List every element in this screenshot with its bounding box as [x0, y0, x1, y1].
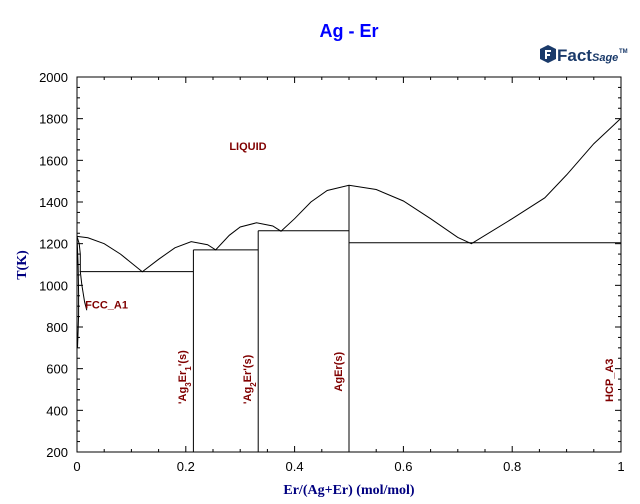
y-tick-label: 600 [46, 362, 68, 377]
x-tick-label: 0.6 [394, 459, 412, 474]
logo-mark-icon [540, 45, 556, 63]
phase-label-5: AgEr(s) [333, 352, 345, 392]
logo-brand: Fact [557, 46, 592, 65]
phase-label-2: FCC_A1 [85, 299, 128, 311]
y-tick-label: 1600 [39, 153, 68, 168]
y-tick-label: 200 [46, 445, 68, 460]
y-tick-label: 1200 [39, 237, 68, 252]
logo-suffix: Sage [592, 52, 618, 64]
phase-boundary-line-4 [76, 236, 80, 348]
phase-boundary-line-2 [76, 236, 81, 272]
phase-labels: LIQUID FCC_A1 'Ag3Er1'(s) 'Ag2Er'(s) AgEr(s)… [85, 141, 616, 404]
x-tick-label: 0.2 [177, 459, 195, 474]
phase-label-3: 'Ag3Er1'(s) [177, 350, 193, 404]
y-tick-label: 2000 [39, 70, 68, 85]
phase-label-1: LIQUID [229, 141, 266, 153]
x-axis-label: Er/(Ag+Er) (mol/mol) [283, 483, 415, 498]
x-tick-label: 0.4 [286, 459, 304, 474]
y-tick-label: 1400 [39, 195, 68, 210]
chart-title: Ag - Er [319, 21, 378, 41]
y-tick-label: 800 [46, 320, 68, 335]
x-tick-label: 1 [617, 459, 624, 474]
phase-boundary-line-3 [79, 271, 88, 311]
y-tick-label: 1000 [39, 278, 68, 293]
factsage-logo: Fact Sage TM [540, 45, 628, 65]
phase-boundaries [76, 117, 622, 452]
axis-ticks: 0 0.2 0.4 0.6 0.8 120040060080010001200140016… [39, 70, 625, 474]
y-tick-label: 400 [46, 403, 68, 418]
x-tick-label: 0 [73, 459, 80, 474]
y-axis-label: T(K) [15, 250, 30, 280]
phase-label-4: 'Ag2Er'(s) [242, 354, 258, 404]
y-tick-label: 1800 [39, 112, 68, 127]
x-tick-label: 0.8 [503, 459, 521, 474]
logo-trademark: TM [619, 49, 628, 55]
phase-label-6: HCP_A3 [604, 359, 616, 402]
